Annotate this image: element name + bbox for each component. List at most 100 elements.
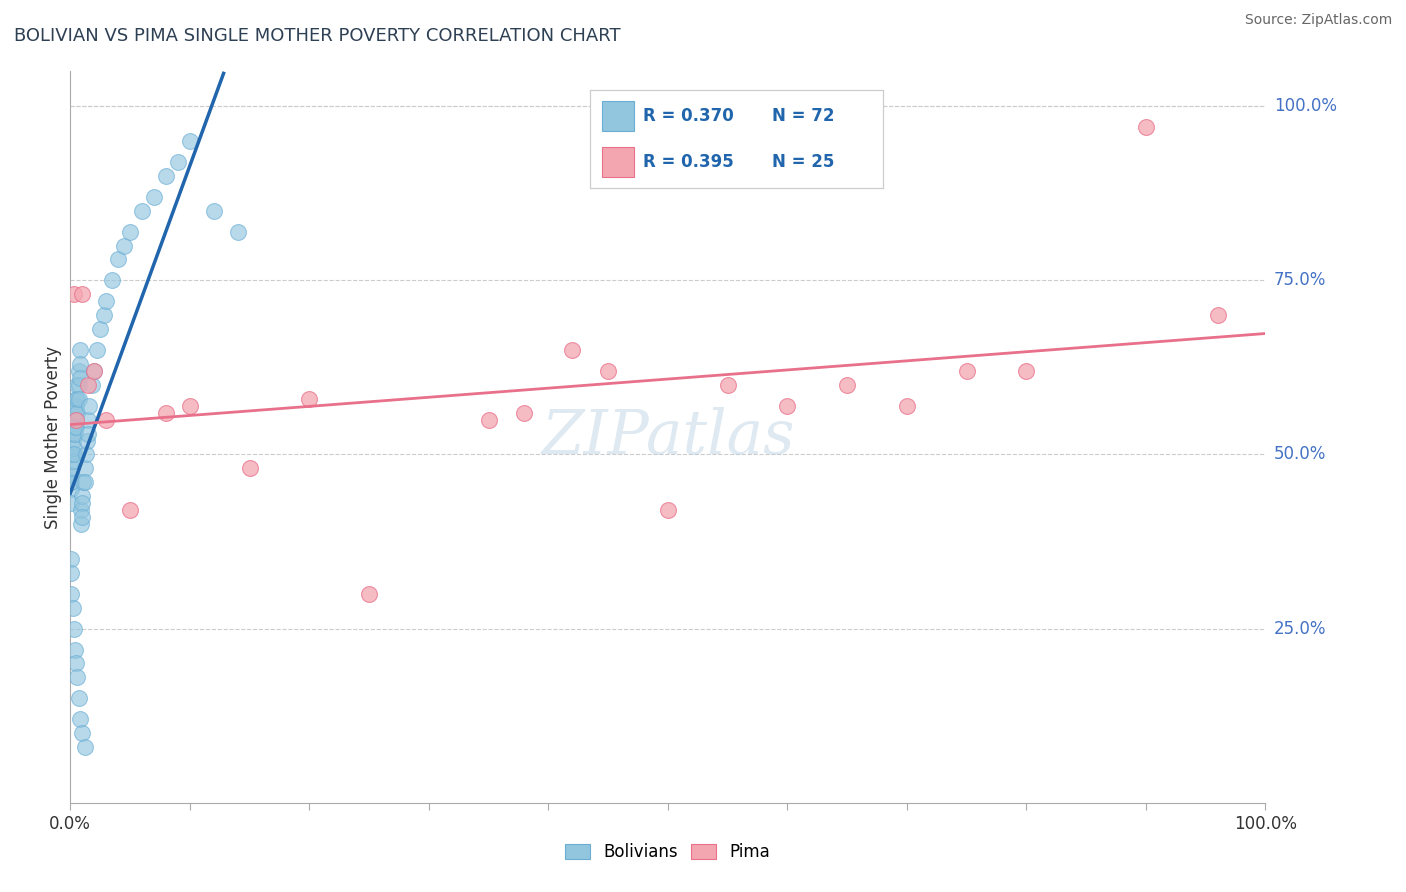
Point (896, 399, 918, 413)
Point (166, 155, 188, 169)
Point (202, 203, 225, 218)
Point (79, 399, 101, 413)
Point (80, 377, 103, 392)
Point (776, 399, 799, 413)
Text: Source: ZipAtlas.com: Source: ZipAtlas.com (1244, 13, 1392, 28)
Point (513, 406, 536, 420)
Point (65, 392, 87, 406)
Point (143, 190, 166, 204)
Point (478, 412, 501, 426)
Point (93, 308, 115, 322)
Point (77, 426, 100, 441)
Legend: Bolivians, Pima: Bolivians, Pima (558, 837, 778, 868)
Point (89, 322, 111, 336)
Point (69, 343, 91, 357)
Point (70, 726, 93, 740)
Point (67, 691, 90, 706)
Point (66, 392, 89, 406)
Point (67, 392, 90, 406)
Point (65, 399, 87, 413)
Point (598, 364, 620, 378)
Point (62, 434, 84, 448)
Point (63, 426, 86, 441)
Point (60, 461, 83, 475)
Point (73, 461, 96, 475)
Point (60, 468, 83, 483)
Point (63, 642, 86, 657)
Point (69, 357, 91, 371)
Point (65, 657, 87, 671)
Point (63, 441, 86, 455)
Point (60, 475, 83, 490)
Point (70, 489, 93, 503)
Point (837, 377, 859, 392)
Text: ZIPatlas: ZIPatlas (541, 407, 794, 467)
Point (359, 587, 381, 601)
Point (112, 238, 135, 252)
Point (59, 483, 82, 497)
Point (1135, 120, 1157, 134)
Point (83, 364, 105, 378)
Point (1015, 364, 1038, 378)
Point (60, 448, 83, 462)
Point (239, 461, 262, 475)
Point (131, 203, 153, 218)
Point (72, 475, 94, 490)
Point (179, 399, 201, 413)
Point (120, 225, 141, 239)
Point (101, 273, 124, 287)
Point (155, 169, 177, 183)
Point (75, 448, 97, 462)
Point (67, 377, 90, 392)
Point (86, 343, 108, 357)
Point (63, 426, 86, 441)
Point (60, 587, 83, 601)
Point (63, 419, 86, 434)
Point (69, 712, 91, 726)
Point (70, 517, 93, 532)
Point (66, 670, 89, 684)
Point (59, 496, 82, 510)
Point (69, 371, 91, 385)
Point (179, 134, 201, 148)
Point (66, 377, 89, 392)
Point (83, 364, 105, 378)
Point (76, 434, 98, 448)
Point (59, 552, 82, 566)
Point (561, 343, 583, 357)
Point (70, 510, 93, 524)
Point (65, 412, 87, 426)
Point (77, 412, 100, 426)
Point (70, 496, 93, 510)
Point (63, 448, 86, 462)
Point (77, 377, 100, 392)
Point (65, 419, 87, 434)
Point (67, 364, 90, 378)
Point (63, 287, 86, 301)
Point (1206, 308, 1229, 322)
Point (717, 377, 740, 392)
Point (66, 406, 89, 420)
Point (62, 600, 84, 615)
Point (63, 622, 86, 636)
Point (73, 475, 96, 490)
Point (956, 364, 979, 378)
Point (298, 392, 321, 406)
Point (226, 225, 249, 239)
Text: 100.0%: 100.0% (1274, 97, 1337, 115)
Point (70, 287, 93, 301)
Text: 50.0%: 50.0% (1274, 445, 1326, 464)
Point (657, 503, 679, 517)
Text: BOLIVIAN VS PIMA SINGLE MOTHER POVERTY CORRELATION CHART: BOLIVIAN VS PIMA SINGLE MOTHER POVERTY C… (14, 27, 620, 45)
Text: 25.0%: 25.0% (1274, 620, 1326, 638)
Point (62, 454, 84, 468)
Point (65, 412, 87, 426)
Text: 75.0%: 75.0% (1274, 271, 1326, 289)
Point (73, 740, 96, 755)
Point (107, 252, 129, 267)
Point (96, 294, 117, 309)
Point (63, 406, 86, 420)
Point (70, 503, 93, 517)
Point (120, 503, 141, 517)
Y-axis label: Single Mother Poverty: Single Mother Poverty (44, 345, 62, 529)
